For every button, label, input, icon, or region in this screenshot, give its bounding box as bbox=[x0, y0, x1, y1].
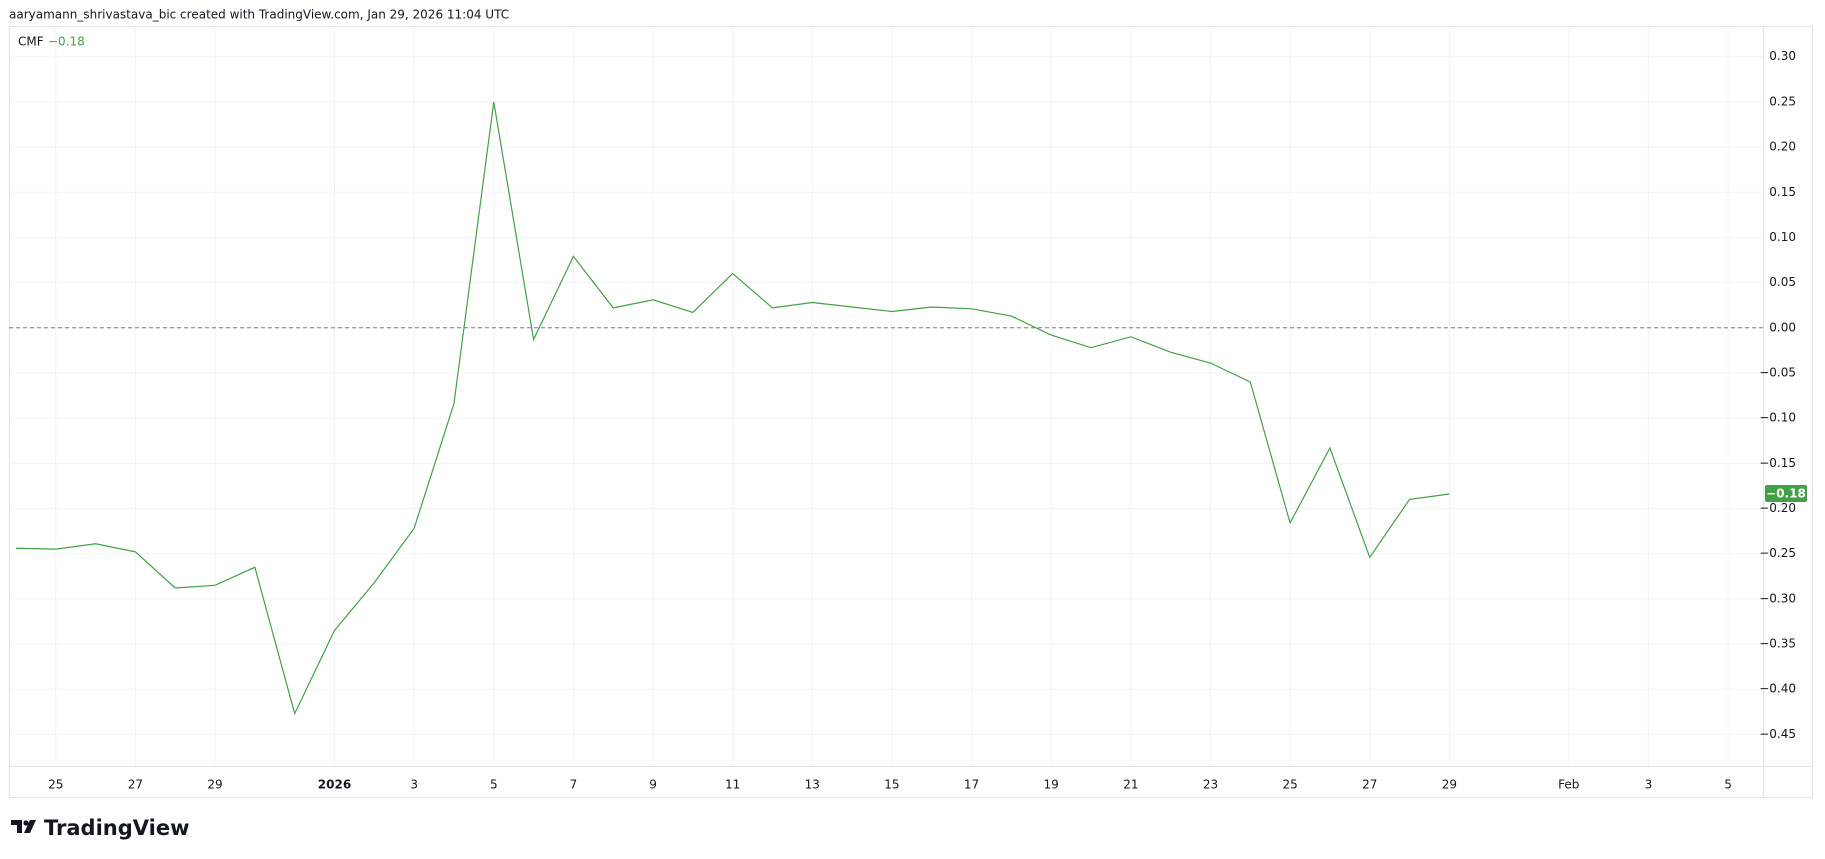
brand: TradingView bbox=[44, 816, 189, 840]
x-tick-label: 2026 bbox=[318, 778, 351, 792]
x-tick-label: 27 bbox=[128, 778, 143, 792]
y-tick-label: −0.35 bbox=[1759, 637, 1796, 651]
y-tick-label: 0.30 bbox=[1769, 49, 1796, 63]
x-tick-label: Feb bbox=[1558, 778, 1579, 792]
legend-name: CMF bbox=[18, 35, 44, 49]
x-tick-label: 27 bbox=[1362, 778, 1377, 792]
x-tick-label: 25 bbox=[48, 778, 63, 792]
cmf-line bbox=[15, 101, 1450, 716]
x-tick-label: 9 bbox=[649, 778, 657, 792]
x-tick-label: 5 bbox=[1724, 778, 1732, 792]
x-tick-label: 15 bbox=[884, 778, 899, 792]
last-value-label: −0.18 bbox=[1766, 487, 1806, 501]
y-tick-label: −0.10 bbox=[1759, 411, 1796, 425]
y-tick-label: 0.00 bbox=[1769, 320, 1796, 334]
x-tick-label: 19 bbox=[1044, 778, 1059, 792]
x-tick-label: 29 bbox=[1442, 778, 1457, 792]
x-tick-label: 5 bbox=[490, 778, 498, 792]
x-tick-label: 21 bbox=[1123, 778, 1138, 792]
y-tick-label: −0.40 bbox=[1759, 682, 1796, 696]
x-tick-label: 29 bbox=[207, 778, 222, 792]
x-tick-label: 7 bbox=[570, 778, 578, 792]
x-tick-label: 3 bbox=[1645, 778, 1653, 792]
last-value-badge bbox=[1765, 485, 1807, 503]
y-tick-label: 0.05 bbox=[1769, 275, 1796, 289]
x-tick-label: 11 bbox=[725, 778, 740, 792]
logo bbox=[11, 820, 36, 833]
y-tick-label: 0.20 bbox=[1769, 140, 1796, 154]
y-tick-label: −0.20 bbox=[1759, 501, 1796, 515]
y-tick-label: −0.30 bbox=[1759, 591, 1796, 605]
y-tick-label: −0.45 bbox=[1759, 727, 1796, 741]
x-tick-label: 3 bbox=[410, 778, 418, 792]
chart-border bbox=[9, 26, 1813, 798]
plot: 0.30 0.25 0.20 0.15 0.10 0.05 0.00 −0.05 −0.10 −0… bbox=[9, 49, 1807, 792]
x-tick-label: 17 bbox=[964, 778, 979, 792]
y-tick-label: −0.05 bbox=[1759, 365, 1796, 379]
y-tick-label: 0.25 bbox=[1769, 94, 1796, 108]
x-tick-label: 23 bbox=[1203, 778, 1218, 792]
y-tick-label: 0.10 bbox=[1769, 230, 1796, 244]
y-tick-label: −0.25 bbox=[1759, 546, 1796, 560]
x-tick-label: 25 bbox=[1282, 778, 1297, 792]
attribution: aaryamann_shrivastava_bic created with T… bbox=[9, 8, 509, 22]
x-tick-label: 13 bbox=[805, 778, 820, 792]
y-tick-label: −0.15 bbox=[1759, 456, 1796, 470]
legend-value: −0.18 bbox=[48, 35, 85, 49]
y-tick-label: 0.15 bbox=[1769, 185, 1796, 199]
